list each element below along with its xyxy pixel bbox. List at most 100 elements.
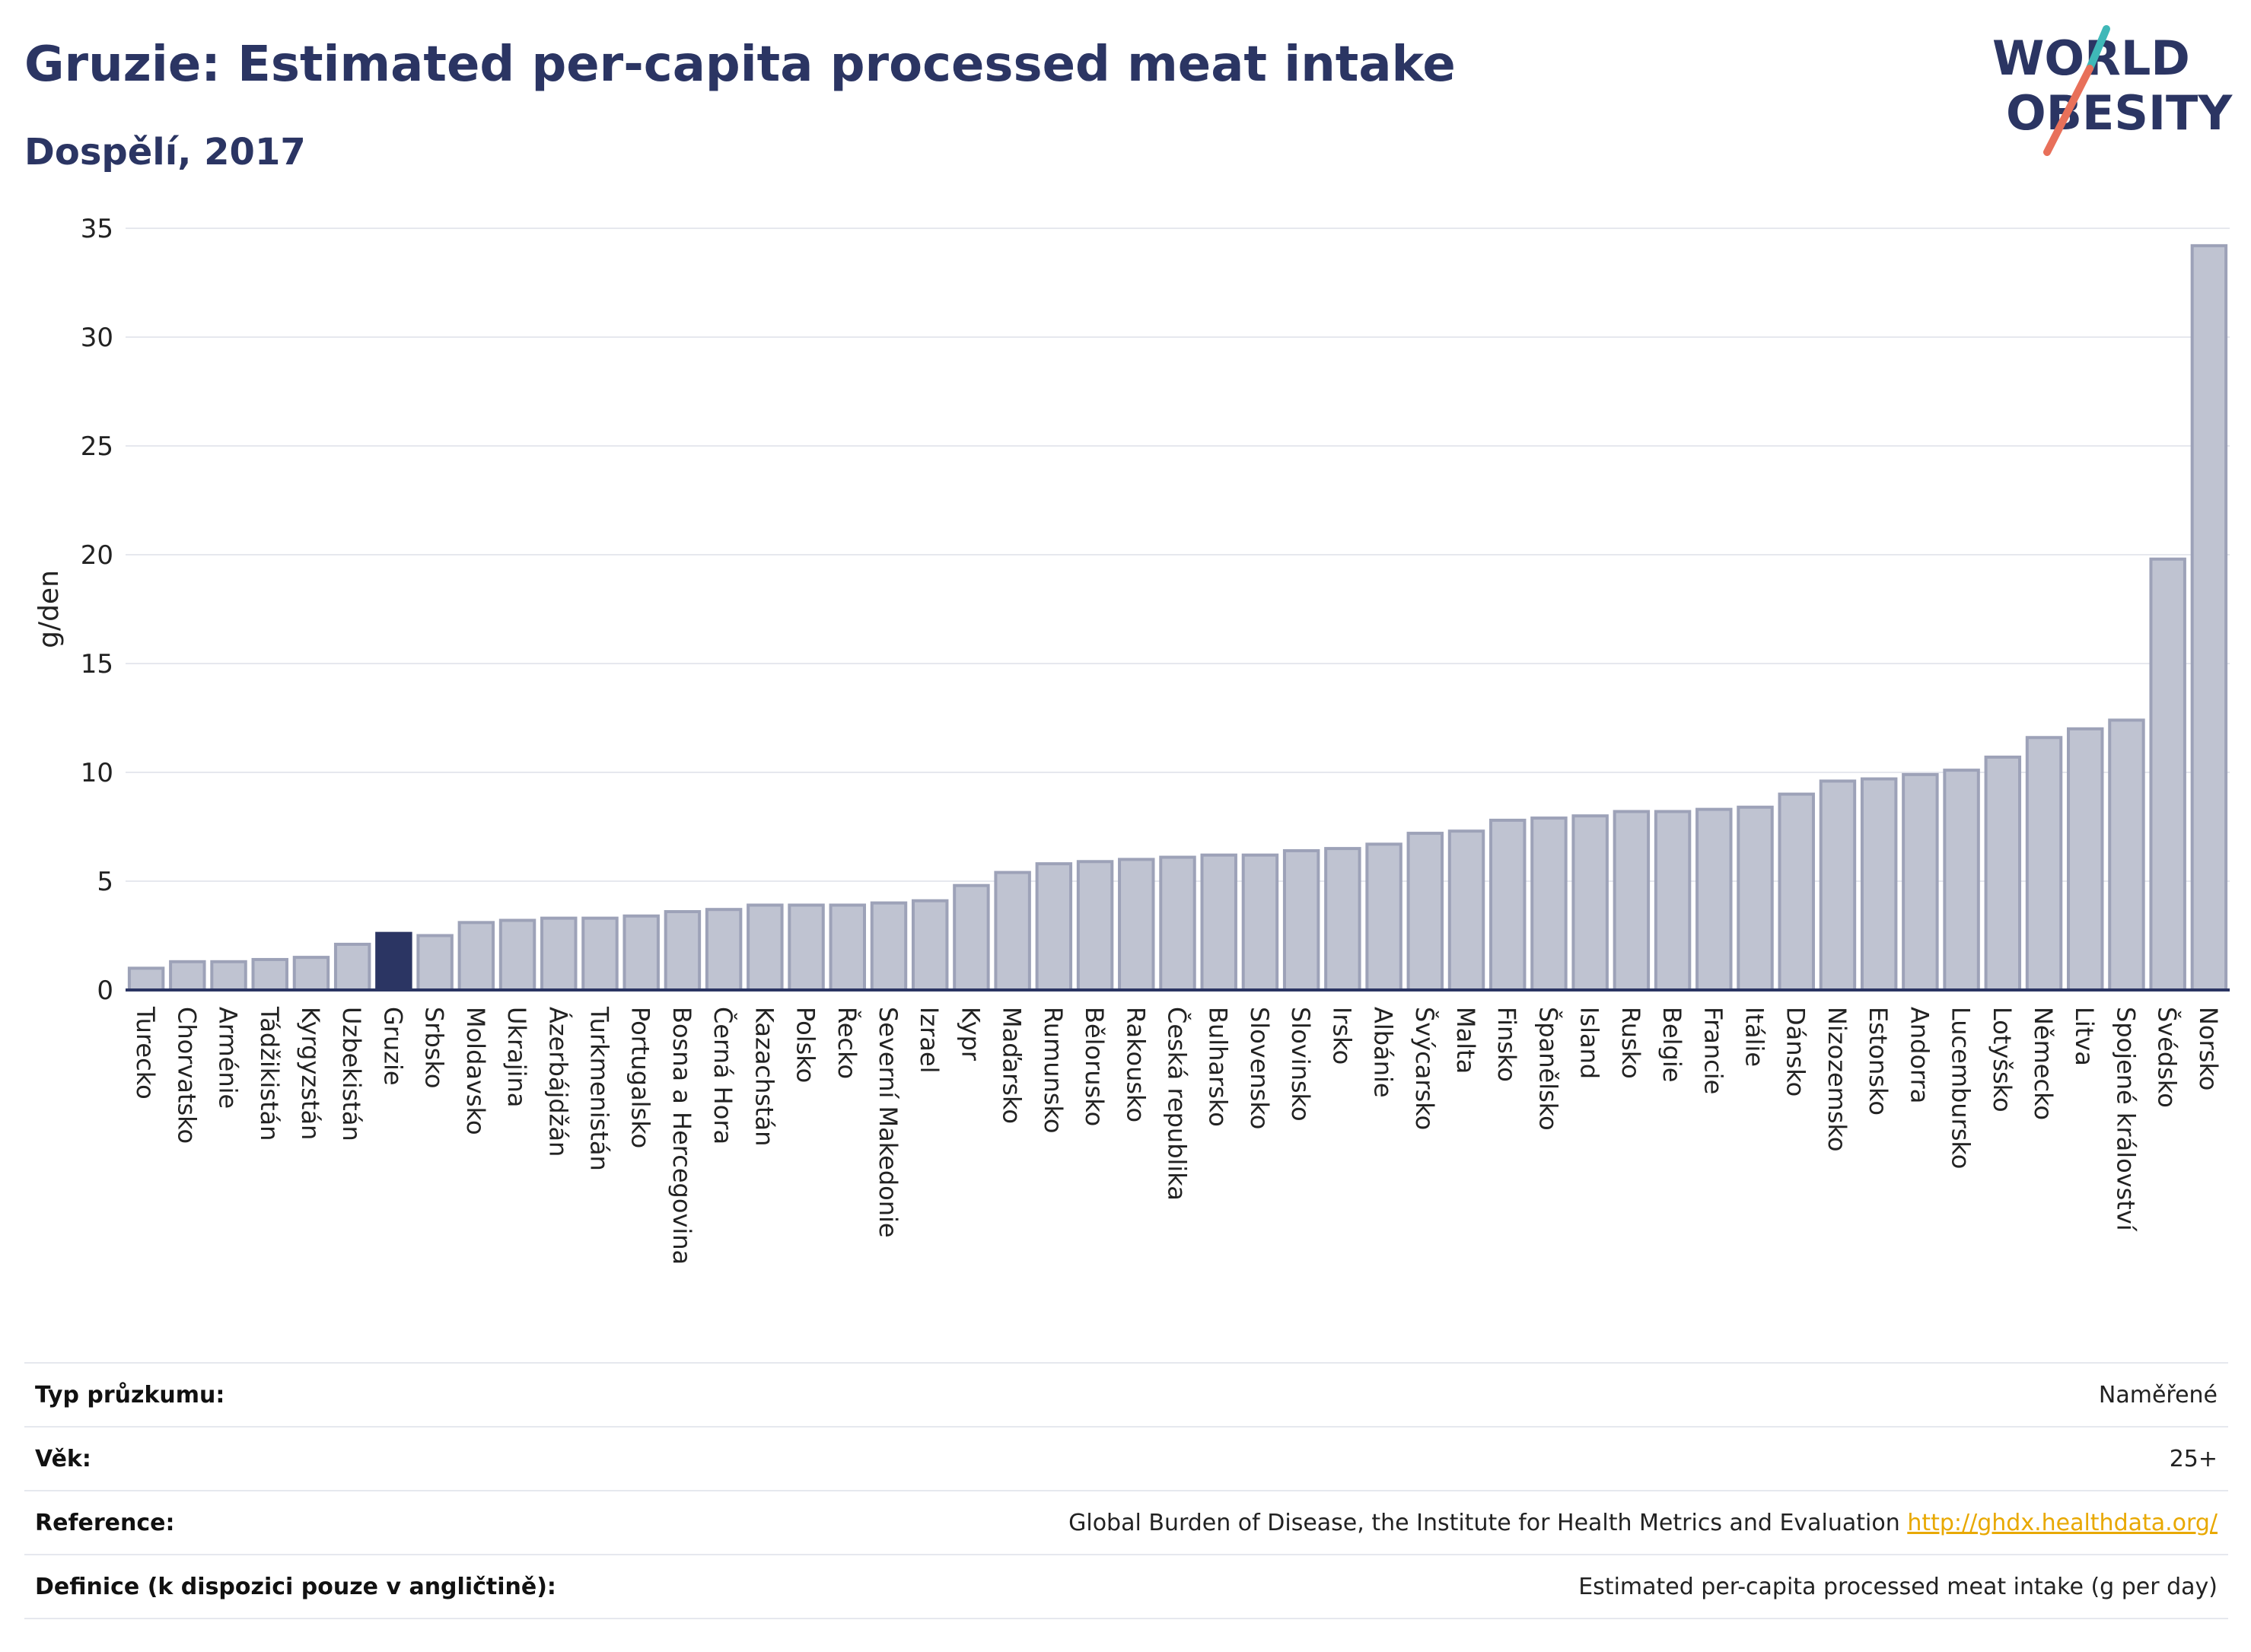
bar-24 <box>1076 860 1114 992</box>
x-tick-label: Turecko <box>131 1006 160 1100</box>
bar-10 <box>498 918 536 992</box>
x-tick-label: Rumunsko <box>1039 1007 1068 1133</box>
x-tick-label: Kazachstán <box>750 1007 778 1146</box>
x-tick-label: Severní Makedonie <box>874 1007 903 1238</box>
bar-28 <box>1241 853 1279 992</box>
x-tick-label: Lucembursko <box>1947 1007 1976 1169</box>
x-tick-label: Gruzie <box>378 1007 407 1086</box>
x-tick-label: Švýcarsko <box>1410 1007 1440 1130</box>
meta-key: Věk: <box>35 1445 91 1472</box>
y-tick-label: 25 <box>81 431 113 462</box>
bar-49 <box>2108 718 2145 992</box>
x-tick-label: Itálie <box>1740 1007 1769 1067</box>
bar-8 <box>416 934 454 992</box>
bar-46 <box>1984 755 2022 992</box>
bar-34 <box>1488 818 1527 992</box>
x-tick-label: Spojené království <box>2111 1007 2140 1232</box>
meta-value: Naměřené <box>2098 1381 2218 1408</box>
x-tick-label: Kyrgyzstán <box>296 1007 325 1140</box>
x-tick-label: Island <box>1575 1007 1604 1079</box>
x-tick-label: Chorvatsko <box>172 1007 201 1144</box>
x-tick-label: Turkmenistán <box>584 1006 613 1171</box>
bar-37 <box>1613 810 1651 992</box>
y-tick-label: 20 <box>81 540 113 571</box>
x-tick-label: Francie <box>1699 1007 1727 1094</box>
bars <box>127 244 2228 992</box>
bar-40 <box>1737 805 1774 992</box>
y-tick-label: 10 <box>81 758 113 788</box>
meta-value: 25+ <box>2169 1445 2218 1472</box>
bar-30 <box>1324 847 1361 992</box>
meta-row-reference: Reference: Global Burden of Disease, the… <box>24 1491 2228 1555</box>
x-tick-label: Slovinsko <box>1286 1007 1315 1122</box>
bar-23 <box>1035 862 1073 992</box>
bar-6 <box>333 942 371 992</box>
bar-17 <box>788 903 825 992</box>
bar-15 <box>705 908 743 992</box>
x-tick-label: Slovensko <box>1245 1007 1274 1129</box>
bar-25 <box>1118 858 1155 992</box>
x-tick-label: Španělsko <box>1533 1007 1563 1131</box>
bar-20 <box>911 899 949 992</box>
bar-33 <box>1447 829 1485 992</box>
bar-14 <box>664 910 702 992</box>
x-tick-label: Bělorusko <box>1080 1007 1109 1126</box>
x-tick-label: Finsko <box>1492 1007 1521 1082</box>
bar-51 <box>2190 244 2228 992</box>
meta-key: Definice (k dispozici pouze v angličtině… <box>35 1573 556 1600</box>
bar-9 <box>457 921 495 992</box>
bar-50 <box>2149 557 2186 992</box>
meta-key: Typ průzkumu: <box>35 1381 225 1408</box>
x-tick-label: Tádžikistán <box>255 1006 284 1141</box>
bar-29 <box>1282 848 1320 992</box>
x-tick-label: Moldavsko <box>461 1007 490 1135</box>
x-tick-label: Malta <box>1451 1007 1480 1074</box>
bar-1 <box>127 966 165 992</box>
bar-3 <box>210 960 247 992</box>
x-tick-label: Řecko <box>833 1007 861 1079</box>
x-tick-label: Česká republika <box>1163 1007 1192 1201</box>
meta-value: Global Burden of Disease, the Institute … <box>722 1491 2228 1555</box>
meta-row-age: Věk: 25+ <box>24 1427 2228 1491</box>
x-tick-label: Bosna a Hercegovina <box>667 1007 696 1265</box>
logo-slash-teal <box>2086 25 2110 72</box>
x-tick-label: Norsko <box>2194 1007 2223 1090</box>
bar-35 <box>1530 816 1568 992</box>
x-tick-label: Maďarsko <box>998 1007 1027 1124</box>
logo-text-obesity: OBESITY <box>2006 85 2233 141</box>
reference-link[interactable]: http://ghdx.healthdata.org/ <box>1907 1509 2218 1536</box>
y-tick-label: 15 <box>81 649 113 680</box>
reference-text: Global Burden of Disease, the Institute … <box>1068 1509 1900 1536</box>
meta-key: Reference: <box>35 1509 175 1536</box>
x-tick-label: Ázerbájdžán <box>543 1007 572 1157</box>
bar-5 <box>292 956 330 992</box>
bar-38 <box>1654 810 1692 992</box>
bar-44 <box>1902 772 1939 992</box>
bar-4 <box>251 957 288 992</box>
x-tick-label: Ukrajina <box>502 1007 531 1107</box>
x-tick-label: Rusko <box>1616 1007 1645 1079</box>
bar-16 <box>747 903 784 992</box>
y-axis-label: g/den <box>33 570 65 648</box>
bar-21 <box>953 883 990 992</box>
bar-48 <box>2067 727 2104 992</box>
page-title: Gruzie: Estimated per-capita processed m… <box>24 37 1456 93</box>
bar-43 <box>1860 777 1898 992</box>
x-tick-label: Estonsko <box>1864 1007 1893 1116</box>
y-tick-label: 35 <box>81 214 113 244</box>
meta-row-survey-type: Typ průzkumu: Naměřené <box>24 1363 2228 1427</box>
x-tick-label: Andorra <box>1905 1007 1934 1103</box>
x-tick-label: Švédsko <box>2153 1007 2183 1108</box>
bar-41 <box>1778 792 1815 992</box>
x-tick-label: Srbsko <box>420 1007 449 1088</box>
bar-39 <box>1695 807 1733 992</box>
x-tick-label: Německo <box>2029 1007 2058 1120</box>
x-tick-label: Polsko <box>791 1007 820 1083</box>
bar-13 <box>622 914 660 992</box>
bar-27 <box>1200 853 1237 992</box>
bar-42 <box>1819 779 1857 992</box>
bar-31 <box>1365 842 1402 992</box>
x-tick-label: Nizozemsko <box>1823 1007 1851 1152</box>
x-tick-label: Kypr <box>956 1007 985 1062</box>
meta-row-definition: Definice (k dispozici pouze v angličtině… <box>24 1555 2228 1619</box>
